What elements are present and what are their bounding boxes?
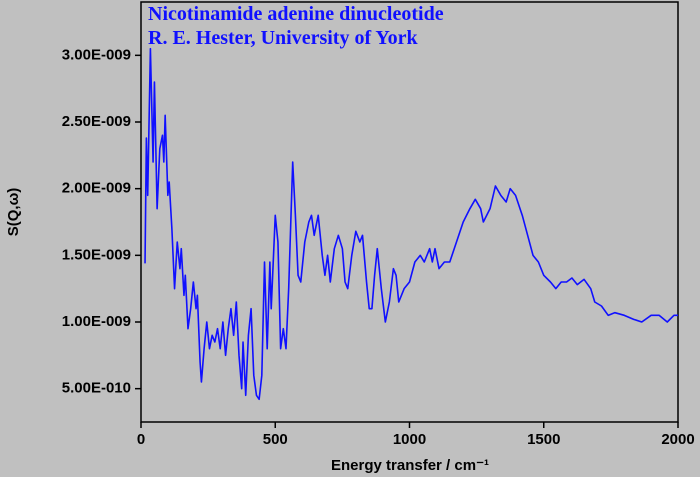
- x-axis-label: Energy transfer / cm⁻¹: [331, 457, 489, 474]
- annotation: R. E. Hester, University of York: [148, 27, 418, 49]
- x-tick-label: 1500: [527, 431, 560, 448]
- y-tick-label: 3.00E-009: [62, 46, 131, 63]
- data-line: [144, 47, 678, 401]
- y-tick-label: 2.50E-009: [62, 113, 131, 130]
- y-tick-label: 1.00E-009: [62, 313, 131, 330]
- y-tick-label: 2.00E-009: [62, 180, 131, 197]
- x-tick-label: 500: [263, 431, 288, 448]
- x-tick-label: 1000: [393, 431, 426, 448]
- plot-frame: [140, 1, 679, 423]
- annotation: Nicotinamide adenine dinucleotide: [148, 3, 444, 25]
- x-tick-label: 2000: [661, 431, 694, 448]
- x-tick-label: 0: [137, 431, 145, 448]
- y-axis-label: S(Q,ω): [5, 188, 22, 237]
- y-tick-label: 5.00E-010: [62, 380, 131, 397]
- y-tick-label: 1.50E-009: [62, 246, 131, 263]
